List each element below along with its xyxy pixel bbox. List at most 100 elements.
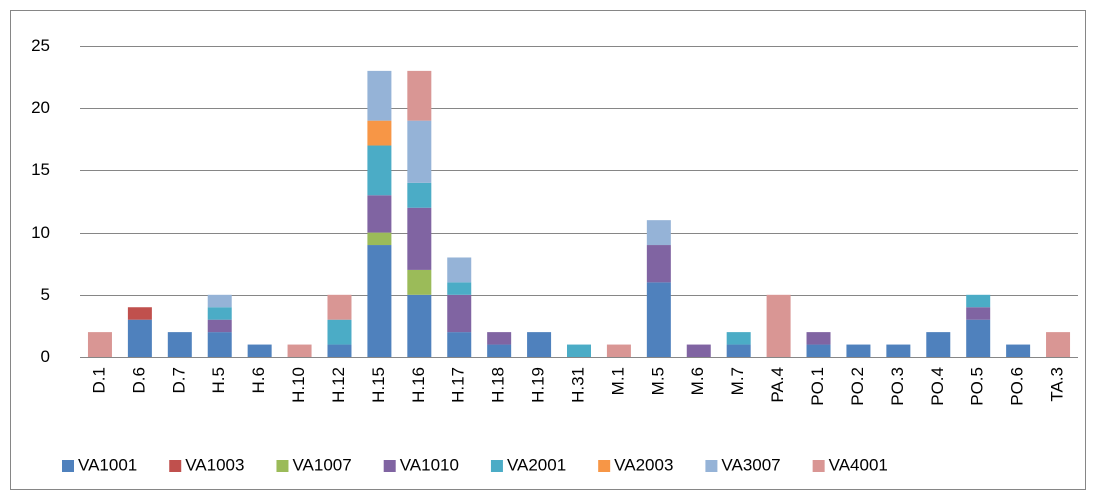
y-tick-label: 20 xyxy=(31,98,50,117)
bar-segment xyxy=(407,269,432,295)
bar-segment xyxy=(646,245,671,283)
x-tick-label: D.7 xyxy=(169,367,188,393)
bar-segment xyxy=(327,319,352,345)
bar-segment xyxy=(447,332,472,357)
bar-segment xyxy=(367,195,392,233)
bar-segment xyxy=(407,120,432,183)
x-tick-label: H.10 xyxy=(289,367,308,403)
bar-segment xyxy=(327,294,352,320)
x-tick-label: H.19 xyxy=(529,367,548,403)
bar-segment xyxy=(367,120,392,146)
legend-swatch xyxy=(383,460,396,472)
x-tick-label: PA.4 xyxy=(768,367,787,403)
bar-segment xyxy=(806,344,831,357)
legend-label: VA4001 xyxy=(829,455,888,474)
legend-swatch xyxy=(490,460,503,472)
legend-swatch xyxy=(276,460,289,472)
bar-segment xyxy=(367,232,392,246)
legend-label: VA3007 xyxy=(721,455,780,474)
bar-segment xyxy=(926,332,951,357)
bar-segment xyxy=(606,344,631,357)
x-tick-label: H.18 xyxy=(489,367,508,403)
bar-segment xyxy=(407,294,432,357)
bar-segment xyxy=(527,332,552,357)
bar-segment xyxy=(886,344,911,357)
bar-segment xyxy=(487,344,512,357)
x-tick-label: M.6 xyxy=(688,367,707,395)
bar-segment xyxy=(646,282,671,357)
bar-segment xyxy=(207,319,232,333)
x-tick-label: PO.3 xyxy=(888,367,907,406)
y-tick-label: 0 xyxy=(41,347,50,366)
x-tick-label: TA.3 xyxy=(1048,367,1067,402)
legend-label: VA2001 xyxy=(507,455,566,474)
y-tick-label: 15 xyxy=(31,160,50,179)
bar-segment xyxy=(686,344,711,357)
legend-swatch xyxy=(812,460,825,472)
bar-segment xyxy=(1006,344,1031,357)
bar-segment xyxy=(966,294,991,308)
x-tick-label: H.16 xyxy=(409,367,428,403)
bar-segment xyxy=(966,307,991,320)
bar-segment xyxy=(846,344,871,357)
x-tick-label: H.5 xyxy=(209,367,228,393)
legend-swatch xyxy=(598,460,611,472)
bar-segment xyxy=(367,245,392,357)
legend-swatch xyxy=(705,460,718,472)
bar-segment xyxy=(367,145,392,196)
bar-segment xyxy=(646,220,671,246)
y-tick-label: 5 xyxy=(41,285,50,304)
legend-swatch xyxy=(62,460,74,472)
bar-segment xyxy=(167,332,192,357)
x-tick-label: PO.6 xyxy=(1008,367,1027,406)
x-tick-label: H.31 xyxy=(568,367,587,403)
x-tick-label: H.6 xyxy=(249,367,268,393)
bar-segment xyxy=(487,332,512,345)
legend-label: VA1001 xyxy=(78,455,137,474)
bar-segment xyxy=(127,307,152,320)
legend-label: VA1010 xyxy=(400,455,459,474)
bar-segment xyxy=(207,294,232,308)
bar-segment xyxy=(207,332,232,357)
bar-segment xyxy=(726,344,751,357)
x-tick-label: H.15 xyxy=(369,367,388,403)
x-tick-label: D.6 xyxy=(129,367,148,393)
x-tick-label: PO.5 xyxy=(968,367,987,406)
bar-segment xyxy=(327,344,352,357)
x-tick-label: D.1 xyxy=(89,367,108,393)
x-tick-label: PO.1 xyxy=(808,367,827,406)
x-tick-label: H.12 xyxy=(329,367,348,403)
x-tick-label: M.7 xyxy=(728,367,747,395)
bar-segment xyxy=(247,344,272,357)
bar-segment xyxy=(367,70,392,121)
bar-segment xyxy=(966,319,991,357)
bar-segment xyxy=(87,332,112,357)
x-tick-label: PO.2 xyxy=(848,367,867,406)
legend-label: VA1003 xyxy=(185,455,244,474)
bar-segment xyxy=(407,207,432,270)
bar-segment xyxy=(766,294,791,357)
bar-segment xyxy=(287,344,312,357)
chart-border xyxy=(10,10,1086,490)
bar-segment xyxy=(407,182,432,208)
bar-segment xyxy=(447,294,472,333)
x-tick-label: M.1 xyxy=(608,367,627,395)
bar-segment xyxy=(127,319,152,357)
y-tick-label: 10 xyxy=(31,223,50,242)
x-tick-label: M.5 xyxy=(648,367,667,395)
bar-segment xyxy=(447,257,472,283)
bar-segment xyxy=(726,332,751,345)
bar-segment xyxy=(1046,332,1071,357)
legend-swatch xyxy=(169,460,182,472)
bar-segment xyxy=(207,307,232,320)
bar-segment xyxy=(567,344,591,357)
x-tick-label: H.17 xyxy=(449,367,468,403)
bar-segment xyxy=(806,332,831,345)
legend-label: VA2003 xyxy=(614,455,673,474)
bar-segment xyxy=(407,70,432,121)
y-tick-label: 25 xyxy=(31,36,50,55)
x-tick-label: PO.4 xyxy=(928,367,947,406)
legend-label: VA1007 xyxy=(292,455,351,474)
bar-segment xyxy=(447,282,472,295)
